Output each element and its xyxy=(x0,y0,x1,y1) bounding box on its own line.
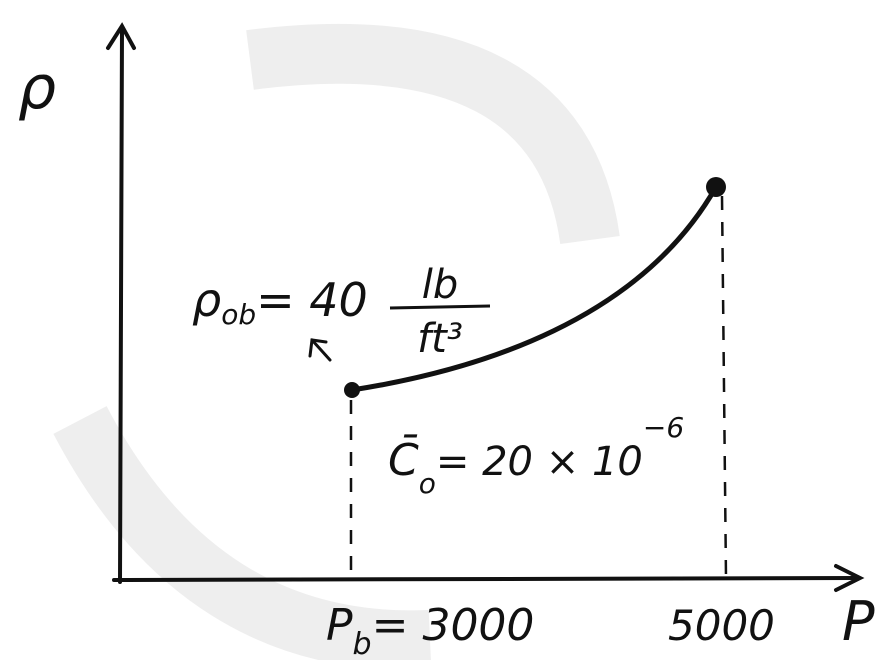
x-axis xyxy=(114,578,858,580)
density-subscript: ob xyxy=(221,298,256,331)
density-unit-numerator: lb xyxy=(422,262,459,308)
fraction-bar xyxy=(390,306,490,308)
bubble-point-value: = 3000 xyxy=(372,600,535,651)
compressibility-subscript: o xyxy=(419,467,436,500)
end-point-label: 5000 xyxy=(668,601,775,650)
compressibility-exponent: −6 xyxy=(643,411,684,444)
compressibility-symbol: C̄ xyxy=(388,433,419,486)
density-value: = 40 xyxy=(256,273,368,327)
diagram: ρ P ρob= 40 lb ft³ C̄o= 20 × 10−6 Pb= 30… xyxy=(0,0,890,660)
bubble-point-subscript: b xyxy=(353,627,372,660)
density-note: ρob= 40 xyxy=(192,273,368,331)
start-point xyxy=(344,382,360,398)
compressibility-value: = 20 × 10 xyxy=(436,439,643,485)
density-unit-denominator: ft³ xyxy=(417,316,463,362)
y-axis xyxy=(120,28,122,582)
bubble-point-symbol: P xyxy=(326,600,353,651)
density-symbol: ρ xyxy=(192,273,221,327)
end-point xyxy=(706,177,726,197)
y-axis-label: ρ xyxy=(18,53,56,123)
x-axis-label: P xyxy=(842,590,875,653)
